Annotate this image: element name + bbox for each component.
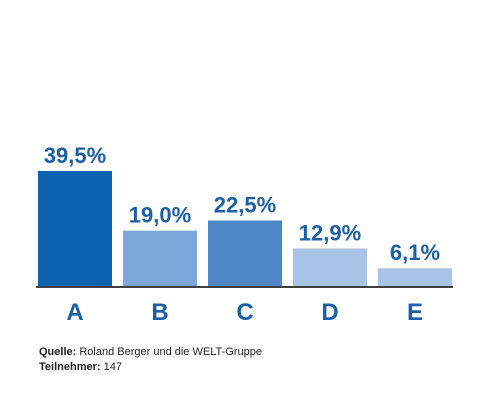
category-label-e: E <box>407 299 423 326</box>
bar-e <box>378 268 452 286</box>
value-label-c: 22,5% <box>214 192 276 217</box>
category-label-b: B <box>151 299 168 326</box>
source-label: Quelle: <box>39 346 77 358</box>
bar-c <box>208 220 282 286</box>
bars-group <box>38 171 452 286</box>
participants-label: Teilnehmer: <box>39 361 101 373</box>
category-label-c: C <box>236 299 253 326</box>
source-value: Roland Berger und die WELT-Gruppe <box>76 346 262 358</box>
source-note: Quelle: Roland Berger und die WELT-Grupp… <box>39 345 262 375</box>
bar-b <box>123 230 197 286</box>
category-label-a: A <box>66 299 83 326</box>
bar-a <box>38 171 112 286</box>
source-line: Quelle: Roland Berger und die WELT-Grupp… <box>39 345 262 360</box>
value-labels-group: 39,5% 19,0% 22,5% 12,9% 6,1% <box>44 143 440 265</box>
participants-line: Teilnehmer: 147 <box>39 360 262 375</box>
category-labels-group: A B C D E <box>66 299 423 326</box>
participants-value: 147 <box>100 361 122 373</box>
bar-d <box>293 248 367 286</box>
category-label-d: D <box>321 299 338 326</box>
value-label-e: 6,1% <box>390 240 440 265</box>
value-label-b: 19,0% <box>129 203 191 228</box>
value-label-a: 39,5% <box>44 143 106 168</box>
value-label-d: 12,9% <box>299 220 361 245</box>
